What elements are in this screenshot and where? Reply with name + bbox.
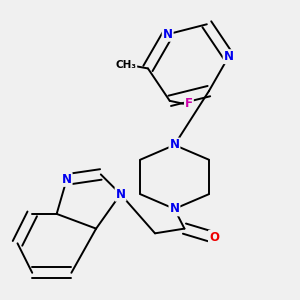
Text: N: N — [163, 28, 173, 41]
Text: F: F — [185, 97, 193, 110]
Text: N: N — [169, 202, 179, 215]
Text: N: N — [62, 173, 72, 186]
Text: N: N — [169, 139, 179, 152]
Text: N: N — [224, 50, 234, 63]
Text: N: N — [116, 188, 126, 201]
Text: O: O — [209, 231, 219, 244]
Text: CH₃: CH₃ — [116, 61, 136, 70]
